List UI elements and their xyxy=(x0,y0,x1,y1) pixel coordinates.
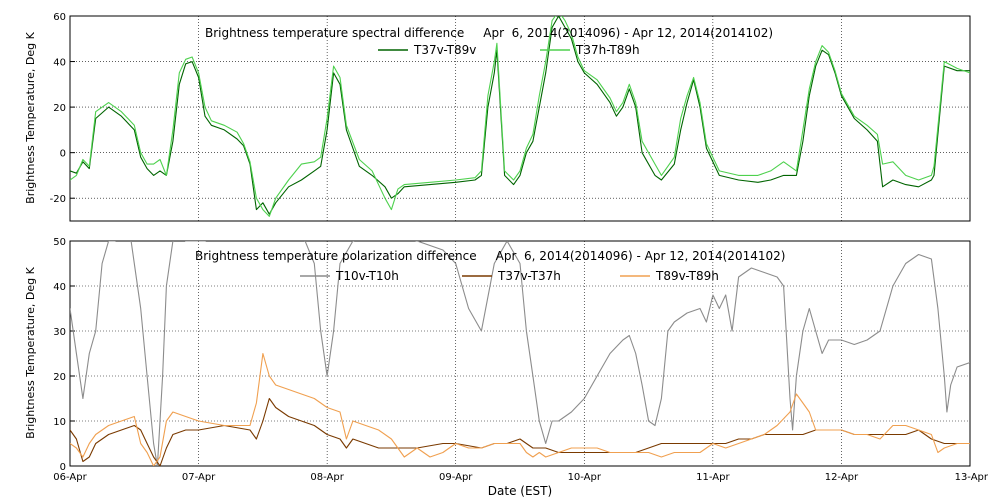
bottom-y-tick-label: 50 xyxy=(53,237,66,248)
bottom-series-lines xyxy=(70,241,970,466)
bottom-chart-title: Brightness temperature polarization diff… xyxy=(195,249,785,263)
legend-label-t37v-t89v: T37v-T89v xyxy=(413,43,476,57)
bottom-y-tick-label: 40 xyxy=(53,282,66,293)
bottom-y-tick-labels: 0 10 20 30 40 50 xyxy=(53,237,75,473)
legend-label-t10v-t10h: T10v-T10h xyxy=(335,269,399,283)
x-tick-label: 06-Apr xyxy=(53,472,87,483)
spectral-difference-panel: -20 0 20 40 60 Brightness temperature spectr… xyxy=(24,12,971,222)
x-tick-labels: 06-Apr 07-Apr 08-Apr 09-Apr 10-Apr 11-Apr 12-A… xyxy=(53,472,989,483)
bottom-y-tick-label: 10 xyxy=(53,417,66,428)
series-line-t10v-t10h xyxy=(70,241,970,466)
bottom-grid xyxy=(70,241,970,466)
series-line-t37v-t37h xyxy=(70,397,970,466)
bottom-y-tick-label: 0 xyxy=(60,462,66,473)
top-y-tick-label: 60 xyxy=(53,12,66,23)
bottom-y-tick-label: 20 xyxy=(53,372,66,383)
x-tick-label: 12-Apr xyxy=(825,472,859,483)
x-tick-label: 10-Apr xyxy=(568,472,602,483)
top-y-axis-label: Brightness Temperature, Deg K xyxy=(24,31,37,203)
series-line-t37v-t89v xyxy=(70,16,970,215)
x-tick-label: 07-Apr xyxy=(182,472,216,483)
x-axis-label: Date (EST) xyxy=(488,484,552,498)
top-legend: T37v-T89v T37h-T89h xyxy=(378,43,640,57)
bottom-legend: T10v-T10h T37v-T37h T89v-T89h xyxy=(300,269,719,283)
top-y-tick-label: 40 xyxy=(53,58,66,69)
top-y-tick-label: 0 xyxy=(60,149,66,160)
legend-label-t89v-t89h: T89v-T89h xyxy=(655,269,719,283)
x-tick-label: 09-Apr xyxy=(439,472,473,483)
top-y-tick-labels: -20 0 20 40 60 xyxy=(50,12,75,205)
top-series-lines xyxy=(70,16,970,217)
x-tick-label: 08-Apr xyxy=(310,472,344,483)
series-line-t37h-t89h xyxy=(70,16,970,217)
bottom-plot-frame xyxy=(69,240,971,467)
bottom-y-axis-label: Brightness Temperature, Deg K xyxy=(24,266,37,438)
top-y-tick-label: -20 xyxy=(50,194,66,205)
polarization-difference-panel: 0 10 20 30 40 50 Brightness temperature polar… xyxy=(24,237,971,473)
x-tick-label: 11-Apr xyxy=(696,472,730,483)
top-chart-title: Brightness temperature spectral differen… xyxy=(205,26,773,40)
series-line-t89v-t89h xyxy=(70,352,970,466)
legend-label-t37v-t37h: T37v-T37h xyxy=(497,269,561,283)
top-y-tick-label: 20 xyxy=(53,103,66,114)
top-plot-frame xyxy=(69,15,971,222)
bottom-y-tick-label: 30 xyxy=(53,327,66,338)
top-grid xyxy=(70,16,970,221)
legend-label-t37h-t89h: T37h-T89h xyxy=(575,43,640,57)
x-tick-label: 13-Apr xyxy=(955,472,989,483)
